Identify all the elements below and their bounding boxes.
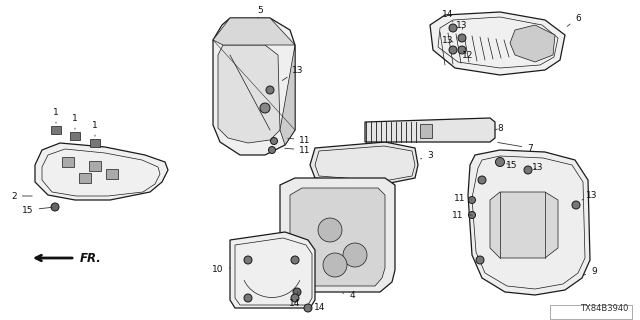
Polygon shape: [510, 25, 555, 62]
Polygon shape: [310, 142, 418, 184]
Text: 14: 14: [289, 292, 301, 308]
Polygon shape: [213, 18, 295, 45]
Text: 10: 10: [212, 266, 230, 275]
Text: 4: 4: [342, 292, 355, 300]
Text: TX84B3940: TX84B3940: [580, 304, 628, 313]
Circle shape: [244, 294, 252, 302]
Text: 13: 13: [282, 66, 304, 80]
Circle shape: [244, 256, 252, 264]
Text: 3: 3: [420, 150, 433, 159]
Circle shape: [458, 34, 466, 42]
Circle shape: [495, 157, 504, 166]
Circle shape: [478, 176, 486, 184]
Text: 13: 13: [582, 190, 598, 200]
Bar: [70, 132, 80, 140]
Circle shape: [304, 304, 312, 312]
Circle shape: [266, 86, 274, 94]
Text: 8: 8: [495, 124, 503, 132]
Circle shape: [271, 138, 278, 145]
Text: 13: 13: [456, 20, 468, 29]
Bar: [90, 139, 100, 147]
Circle shape: [449, 24, 457, 32]
Polygon shape: [280, 178, 395, 292]
Text: 11: 11: [452, 211, 472, 220]
Text: 14: 14: [310, 303, 326, 313]
Bar: [51, 126, 61, 134]
Text: 13: 13: [442, 36, 454, 44]
Bar: [62, 157, 74, 167]
Polygon shape: [230, 232, 315, 308]
Circle shape: [572, 201, 580, 209]
Circle shape: [323, 253, 347, 277]
Circle shape: [449, 46, 457, 54]
Polygon shape: [280, 45, 295, 145]
Circle shape: [260, 103, 270, 113]
Circle shape: [458, 46, 466, 54]
Text: 1: 1: [92, 121, 98, 136]
Circle shape: [524, 166, 532, 174]
Polygon shape: [468, 150, 590, 295]
Polygon shape: [35, 143, 168, 200]
Text: 13: 13: [532, 163, 544, 172]
Circle shape: [291, 256, 299, 264]
Text: FR.: FR.: [80, 252, 102, 265]
Text: 9: 9: [584, 268, 597, 276]
Polygon shape: [290, 188, 385, 286]
Text: 12: 12: [462, 51, 474, 60]
Bar: [106, 169, 118, 179]
Circle shape: [318, 218, 342, 242]
Text: 7: 7: [498, 142, 533, 153]
Text: 11: 11: [285, 146, 311, 155]
Circle shape: [468, 212, 476, 219]
Polygon shape: [430, 12, 565, 75]
Circle shape: [269, 147, 275, 154]
Polygon shape: [490, 192, 558, 258]
Text: 1: 1: [72, 114, 78, 129]
Text: 5: 5: [257, 5, 263, 18]
Text: 1: 1: [53, 108, 59, 123]
Bar: [420, 124, 432, 138]
Circle shape: [476, 256, 484, 264]
Bar: [550, 305, 632, 319]
Text: 6: 6: [567, 13, 581, 26]
Text: 14: 14: [442, 10, 454, 22]
Circle shape: [468, 196, 476, 204]
Text: 11: 11: [454, 194, 472, 203]
Polygon shape: [213, 18, 295, 155]
Circle shape: [291, 294, 299, 302]
Circle shape: [51, 203, 59, 211]
Text: 2: 2: [11, 191, 32, 201]
Circle shape: [293, 288, 301, 296]
Text: 11: 11: [288, 135, 311, 145]
Text: 15: 15: [22, 205, 52, 214]
Bar: [89, 161, 101, 171]
Polygon shape: [218, 45, 280, 143]
Circle shape: [343, 243, 367, 267]
Bar: [79, 173, 91, 183]
Polygon shape: [365, 118, 495, 142]
Text: 15: 15: [506, 161, 518, 170]
